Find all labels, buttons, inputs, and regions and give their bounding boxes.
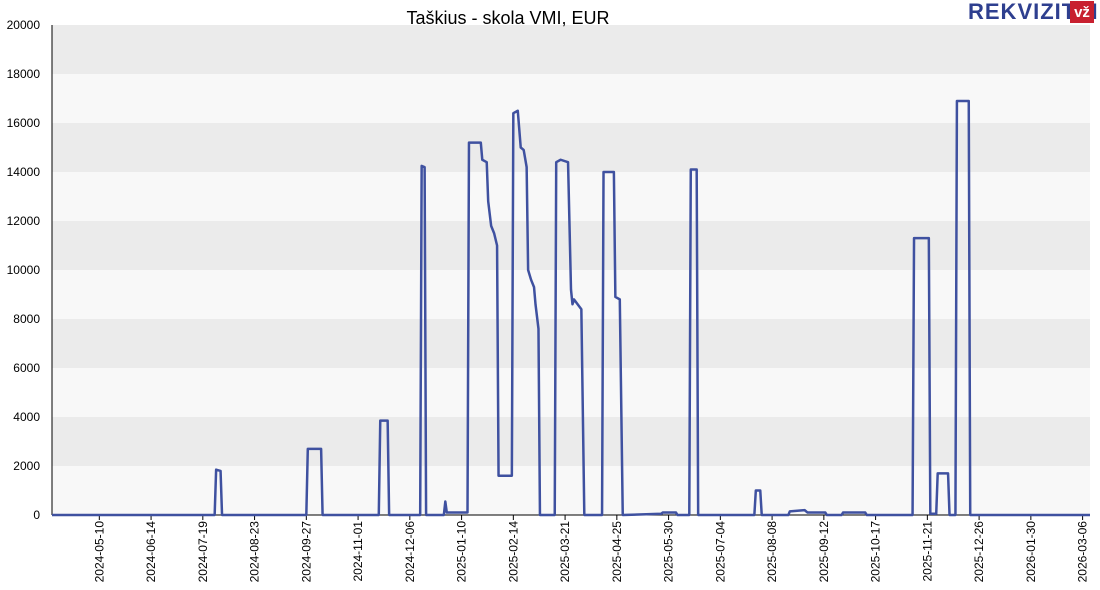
x-tick-label: 2024-11-01: [351, 521, 365, 582]
y-tick-label: 12000: [7, 214, 41, 228]
grid-band: [52, 25, 1090, 74]
x-tick-label: 2024-12-06: [403, 521, 417, 583]
x-tick-label: 2025-01-10: [455, 521, 469, 583]
y-tick-label: 20000: [7, 18, 41, 32]
grid-band: [52, 466, 1090, 515]
x-tick-label: 2026-01-30: [1024, 521, 1038, 583]
grid-band: [52, 172, 1090, 221]
grid-band: [52, 417, 1090, 466]
x-tick-label: 2025-07-04: [713, 521, 727, 583]
y-tick-label: 0: [33, 508, 40, 522]
x-tick-label: 2024-08-23: [248, 521, 262, 583]
x-tick-label: 2024-06-14: [144, 521, 158, 583]
x-tick-label: 2024-05-10: [92, 521, 106, 583]
x-tick-label: 2025-12-26: [972, 521, 986, 583]
y-tick-label: 4000: [13, 410, 40, 424]
x-tick-label: 2025-05-30: [662, 521, 676, 583]
y-tick-label: 6000: [13, 361, 40, 375]
y-tick-label: 8000: [13, 312, 40, 326]
x-tick-label: 2025-11-21: [920, 521, 934, 582]
grid-band: [52, 319, 1090, 368]
grid-band: [52, 123, 1090, 172]
grid-band: [52, 74, 1090, 123]
x-tick-label: 2025-10-17: [869, 521, 883, 583]
brand-badge-bg: [1070, 1, 1094, 23]
grid-band: [52, 368, 1090, 417]
data-line: [52, 99, 1090, 517]
x-tick-label: 2025-03-21: [558, 521, 572, 583]
x-tick-label: 2025-04-25: [610, 521, 624, 583]
y-tick-label: 14000: [7, 165, 41, 179]
x-tick-label: 2024-07-19: [196, 521, 210, 583]
brand-badge: vž: [1074, 4, 1090, 21]
y-tick-label: 10000: [7, 263, 41, 277]
chart-title: Taškius - skola VMI, EUR: [406, 8, 609, 28]
y-tick-label: 2000: [13, 459, 40, 473]
y-tick-label: 18000: [7, 67, 41, 81]
x-tick-label: 2025-09-12: [817, 521, 831, 583]
x-tick-label: 2025-08-08: [765, 521, 779, 583]
x-tick-label: 2026-03-06: [1076, 521, 1090, 583]
x-tick-label: 2024-09-27: [299, 521, 313, 583]
x-tick-label: 2025-02-14: [506, 521, 520, 583]
y-tick-label: 16000: [7, 116, 41, 130]
